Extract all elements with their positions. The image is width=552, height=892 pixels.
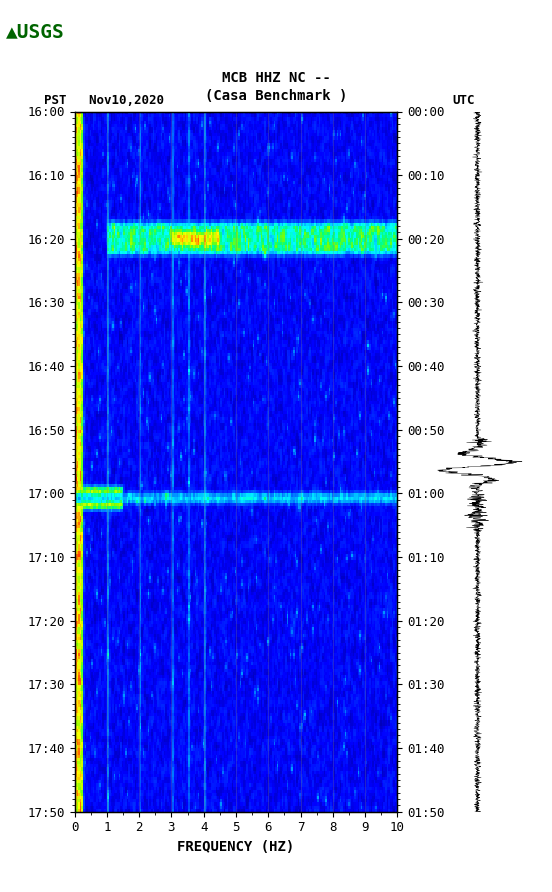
X-axis label: FREQUENCY (HZ): FREQUENCY (HZ) [177,840,295,854]
Text: (Casa Benchmark ): (Casa Benchmark ) [205,88,347,103]
Text: PST   Nov10,2020: PST Nov10,2020 [44,94,164,107]
Text: UTC: UTC [453,94,475,107]
Text: MCB HHZ NC --: MCB HHZ NC -- [221,70,331,85]
Text: ▲USGS: ▲USGS [6,22,64,41]
